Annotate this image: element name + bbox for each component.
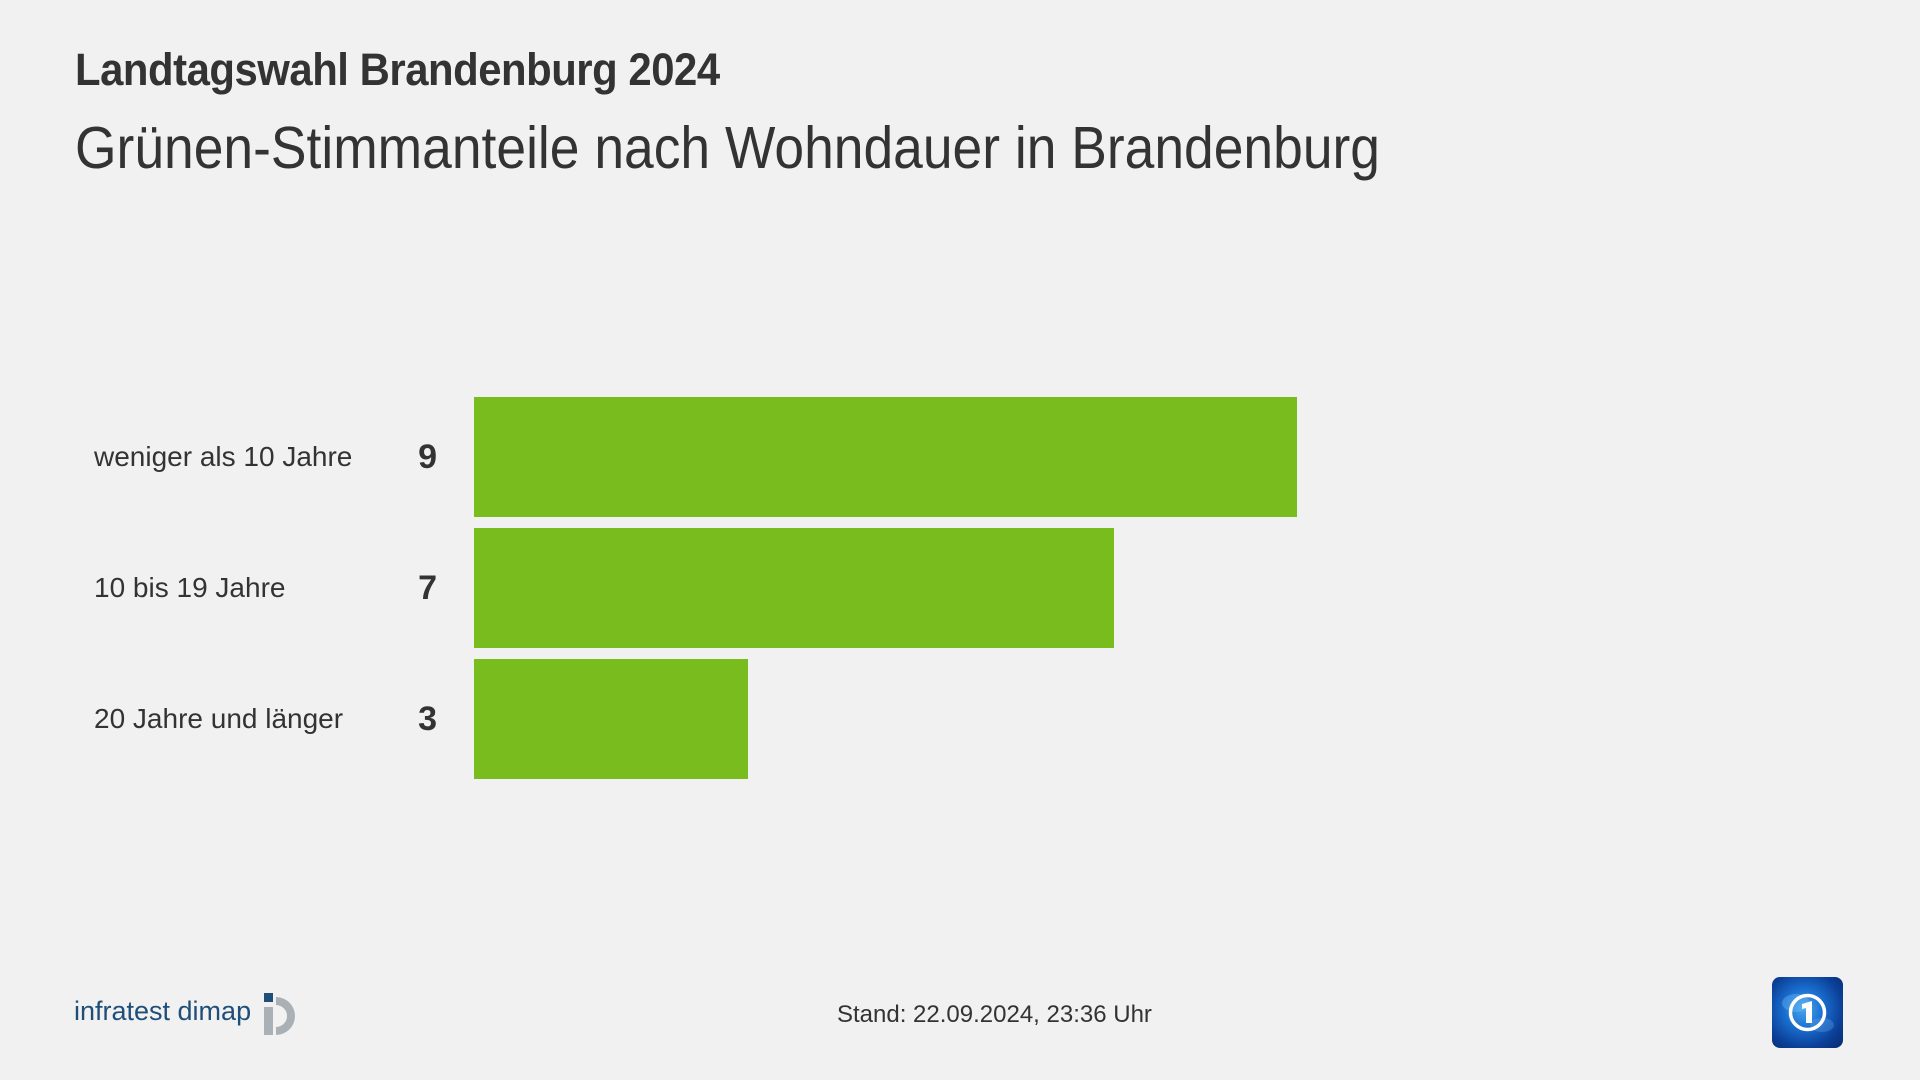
value-label: 3 [418, 700, 437, 738]
category-label: 20 Jahre und länger [94, 703, 344, 734]
category-label: weniger als 10 Jahre [94, 441, 353, 472]
value-label: 9 [418, 438, 437, 476]
infratest-dimap-mark-icon [264, 993, 296, 1035]
bar [474, 397, 1297, 517]
chart-title: Grünen-Stimmanteile nach Wohndauer in Br… [75, 115, 1381, 181]
category-label: 10 bis 19 Jahre [94, 572, 286, 603]
timestamp: Stand: 22.09.2024, 23:36 Uhr [837, 1001, 1152, 1028]
chart-row: 10 bis 19 Jahre 7 [0, 528, 1920, 648]
chart-supertitle: Landtagswahl Brandenburg 2024 [75, 44, 720, 95]
value-label: 7 [418, 569, 437, 607]
bar [474, 659, 748, 779]
chart-row: 20 Jahre und länger 3 [0, 659, 1920, 779]
tagesschau-globe-icon [1772, 977, 1843, 1048]
ard-one-icon [1782, 993, 1834, 1032]
infratest-dimap-logo-text: infratest dimap [74, 996, 252, 1026]
bar [474, 528, 1114, 648]
chart-row: weniger als 10 Jahre 9 [0, 397, 1920, 517]
